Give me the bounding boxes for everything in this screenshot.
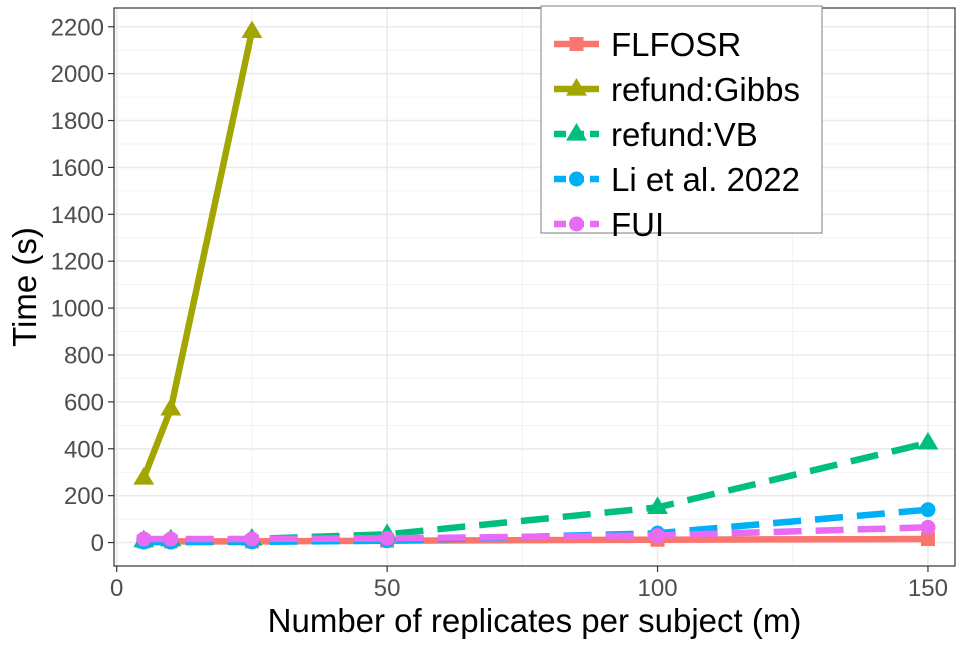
x-axis-title: Number of replicates per subject (m) <box>268 602 802 639</box>
data-point <box>163 531 179 547</box>
legend-label: Li et al. 2022 <box>611 161 800 198</box>
legend-label: refund:VB <box>611 116 758 153</box>
legend-key-marker <box>569 216 584 232</box>
x-tick-label: 100 <box>638 575 678 602</box>
y-tick-label: 2000 <box>51 61 104 88</box>
y-tick-label: 0 <box>91 530 104 557</box>
legend-key-marker <box>569 171 584 187</box>
data-point <box>647 496 668 514</box>
x-tick-label: 150 <box>908 575 948 602</box>
data-point <box>244 531 260 547</box>
x-tick-label: 0 <box>110 575 123 602</box>
data-point <box>920 519 936 535</box>
y-axis-title: Time (s) <box>6 227 43 347</box>
data-point <box>920 532 935 547</box>
data-point <box>379 530 395 546</box>
legend: FLFOSR refund:Gibbs refund:VB Li et al. 202… <box>540 5 823 243</box>
y-tick-label: 200 <box>64 483 104 510</box>
series-line-refund-gibbs <box>140 30 256 480</box>
legend-label: refund:Gibbs <box>611 71 800 108</box>
y-tick-label: 600 <box>64 389 104 416</box>
series-refund-gibbs <box>133 20 263 485</box>
x-axis: 0 50 100 150 <box>110 566 948 602</box>
legend-key-marker <box>566 123 587 141</box>
data-point <box>650 528 666 544</box>
legend-item-refund-gibbs: refund:Gibbs <box>554 71 800 108</box>
x-tick-label: 50 <box>374 575 401 602</box>
legend-key-marker <box>566 78 587 96</box>
y-tick-label: 1800 <box>51 108 104 135</box>
y-tick-label: 1200 <box>51 249 104 276</box>
y-tick-label: 1400 <box>51 202 104 229</box>
y-tick-label: 800 <box>64 342 104 369</box>
legend-item-refund-vb: refund:VB <box>554 116 758 153</box>
y-tick-label: 1600 <box>51 155 104 182</box>
y-axis: 0 200 400 600 800 1000 1200 1400 1600 1800 2000 220… <box>51 14 114 557</box>
series-line-refund-vb <box>143 439 929 544</box>
data-point <box>917 431 939 450</box>
legend-label: FLFOSR <box>611 26 741 63</box>
data-point <box>136 531 152 547</box>
data-point <box>133 467 155 485</box>
legend-item-fui: FUI <box>554 206 664 243</box>
y-tick-label: 2200 <box>51 14 104 41</box>
legend-label: FUI <box>611 206 664 243</box>
legend-item-li-et-al-2022: Li et al. 2022 <box>554 161 800 198</box>
data-point <box>160 397 182 416</box>
y-tick-label: 400 <box>64 436 104 463</box>
legend-key-marker <box>569 37 584 51</box>
legend-item-flfosr: FLFOSR <box>554 26 741 63</box>
series-fui <box>136 519 936 547</box>
data-point <box>241 20 263 39</box>
series-layer <box>133 20 939 550</box>
data-point <box>920 502 936 518</box>
y-tick-label: 1000 <box>51 296 104 323</box>
panel-border <box>113 7 956 567</box>
